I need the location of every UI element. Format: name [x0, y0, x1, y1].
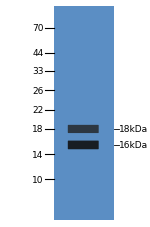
FancyBboxPatch shape	[68, 141, 99, 150]
Text: 16kDa: 16kDa	[119, 141, 148, 150]
FancyBboxPatch shape	[54, 7, 114, 220]
Text: 70: 70	[32, 24, 44, 33]
Text: 14: 14	[32, 150, 44, 159]
Text: 22: 22	[32, 106, 44, 115]
Text: 18kDa: 18kDa	[119, 125, 148, 134]
Text: 10: 10	[32, 175, 44, 184]
Text: 26: 26	[32, 86, 44, 95]
FancyBboxPatch shape	[68, 125, 99, 133]
Text: 33: 33	[32, 67, 44, 76]
Text: 18: 18	[32, 125, 44, 134]
Text: 44: 44	[32, 49, 44, 58]
